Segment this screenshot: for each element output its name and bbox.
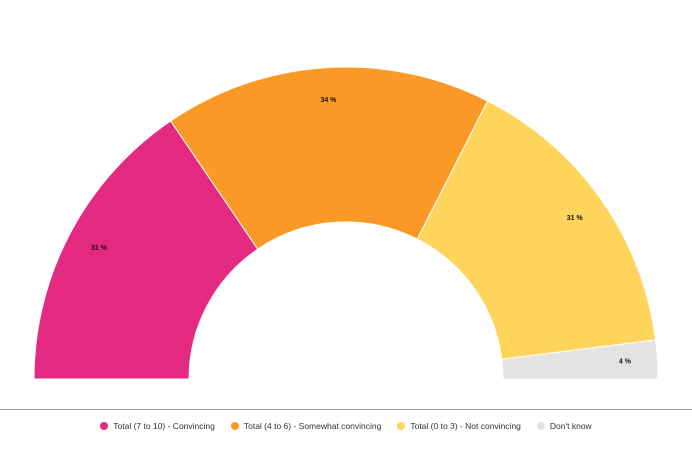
slice-0[interactable]	[33, 120, 259, 380]
semi-donut-chart: 31 % 34 % 31 % 4 %	[33, 66, 659, 380]
legend-swatch	[536, 422, 545, 430]
data-label-0: 31 %	[91, 245, 108, 252]
slice-3[interactable]	[501, 339, 659, 380]
chart-legend: Total (7 to 10) - Convincing Total (4 to…	[0, 421, 692, 431]
data-label-3: 4 %	[619, 358, 632, 365]
data-label-1: 34 %	[320, 97, 337, 104]
chart-slices	[33, 66, 659, 380]
chart-data-labels: 31 % 34 % 31 % 4 %	[91, 97, 632, 365]
legend-label: Total (0 to 3) - Not convincing	[410, 421, 521, 431]
legend-label: Don't know	[549, 421, 592, 431]
legend-item-convincing[interactable]: Total (7 to 10) - Convincing	[100, 421, 215, 431]
legend-swatch	[397, 422, 406, 430]
legend-divider	[0, 409, 692, 410]
legend-swatch	[230, 422, 239, 430]
data-label-2: 31 %	[567, 215, 584, 222]
legend-label: Total (4 to 6) - Somewhat convincing	[243, 421, 382, 431]
legend-item-somewhat-convincing[interactable]: Total (4 to 6) - Somewhat convincing	[230, 421, 382, 431]
slice-1[interactable]	[169, 66, 489, 250]
legend-label: Total (7 to 10) - Convincing	[113, 421, 215, 431]
legend-swatch	[100, 422, 109, 430]
legend-item-dont-know[interactable]: Don't know	[536, 421, 592, 431]
slice-2[interactable]	[416, 100, 657, 360]
legend-item-not-convincing[interactable]: Total (0 to 3) - Not convincing	[397, 421, 521, 431]
